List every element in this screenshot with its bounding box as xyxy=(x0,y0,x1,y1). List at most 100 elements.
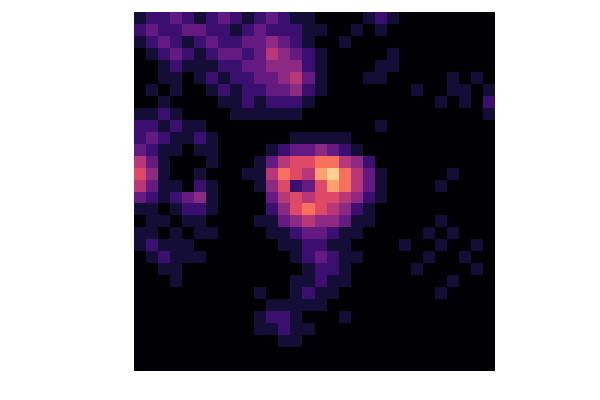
heatmap-cell xyxy=(327,299,340,311)
heatmap-cell xyxy=(363,60,376,72)
heatmap-cell xyxy=(182,263,195,275)
heatmap-cell xyxy=(158,311,171,323)
heatmap-cell xyxy=(399,12,412,24)
heatmap-cell xyxy=(218,311,231,323)
heatmap-cell xyxy=(302,263,315,275)
heatmap-cell xyxy=(363,156,376,168)
heatmap-cell xyxy=(182,347,195,359)
heatmap-cell xyxy=(290,84,303,96)
heatmap-cell xyxy=(447,203,460,215)
heatmap-cell xyxy=(351,347,364,359)
heatmap-cell xyxy=(266,215,279,227)
heatmap-cell xyxy=(158,335,171,347)
heatmap-cell xyxy=(254,335,267,347)
heatmap-cell xyxy=(254,287,267,299)
heatmap-cell xyxy=(206,48,219,60)
heatmap-cell xyxy=(206,108,219,120)
heatmap-cell xyxy=(435,311,448,323)
heatmap-cell xyxy=(423,251,436,263)
heatmap-cell xyxy=(242,12,255,24)
heatmap-cell xyxy=(242,72,255,84)
heatmap-cell xyxy=(206,239,219,251)
heatmap-cell xyxy=(399,36,412,48)
heatmap-cell xyxy=(134,84,147,96)
heatmap-cell xyxy=(327,36,340,48)
heatmap-cell xyxy=(242,156,255,168)
heatmap-cell xyxy=(218,24,231,36)
heatmap-cell xyxy=(218,60,231,72)
heatmap-cell xyxy=(327,120,340,132)
heatmap-cell xyxy=(339,84,352,96)
heatmap-cell xyxy=(254,227,267,239)
heatmap-cell xyxy=(218,132,231,144)
heatmap-cell xyxy=(339,168,352,180)
heatmap-cell xyxy=(134,323,147,335)
heatmap-cell xyxy=(351,299,364,311)
heatmap-cell xyxy=(170,203,183,215)
heatmap-cell xyxy=(170,36,183,48)
heatmap-cell xyxy=(435,227,448,239)
heatmap-cell xyxy=(411,359,424,371)
heatmap-cell xyxy=(339,239,352,251)
heatmap-cell xyxy=(435,287,448,299)
heatmap-cell xyxy=(327,215,340,227)
heatmap-cell xyxy=(290,227,303,239)
heatmap-cell xyxy=(435,60,448,72)
heatmap-cell xyxy=(254,323,267,335)
heatmap-cell xyxy=(471,275,484,287)
heatmap-cell xyxy=(278,72,291,84)
heatmap-cell xyxy=(435,108,448,120)
heatmap-cell xyxy=(278,275,291,287)
heatmap-cell xyxy=(387,48,400,60)
heatmap-cell xyxy=(363,359,376,371)
heatmap-cell xyxy=(459,287,472,299)
heatmap-cell xyxy=(351,275,364,287)
heatmap-cell xyxy=(194,323,207,335)
heatmap-cell xyxy=(483,311,495,323)
heatmap-cell xyxy=(206,180,219,192)
heatmap-cell xyxy=(399,168,412,180)
heatmap-cell xyxy=(483,335,495,347)
heatmap-cell xyxy=(483,263,495,275)
heatmap-cell xyxy=(206,144,219,156)
heatmap-cell xyxy=(206,251,219,263)
heatmap-cell xyxy=(242,359,255,371)
heatmap-cell xyxy=(206,287,219,299)
heatmap-cell xyxy=(206,215,219,227)
heatmap-cell xyxy=(339,132,352,144)
heatmap-cell xyxy=(363,203,376,215)
heatmap-cell xyxy=(423,168,436,180)
heatmap-cell xyxy=(302,84,315,96)
heatmap-cell xyxy=(483,156,495,168)
heatmap-cell xyxy=(302,203,315,215)
heatmap-cell xyxy=(134,168,147,180)
heatmap-cell xyxy=(399,72,412,84)
heatmap-cell xyxy=(194,24,207,36)
heatmap-cell xyxy=(447,251,460,263)
heatmap-cell xyxy=(447,156,460,168)
heatmap-cell xyxy=(459,263,472,275)
heatmap-cell xyxy=(375,287,388,299)
heatmap-cell xyxy=(146,263,159,275)
heatmap-cell xyxy=(411,36,424,48)
heatmap-cell xyxy=(218,144,231,156)
heatmap-cell xyxy=(182,359,195,371)
heatmap-cell xyxy=(146,359,159,371)
heatmap-cell xyxy=(423,132,436,144)
heatmap-cell xyxy=(483,180,495,192)
heatmap-cell xyxy=(170,227,183,239)
heatmap-cell xyxy=(278,192,291,204)
heatmap-cell xyxy=(447,275,460,287)
heatmap-cell xyxy=(435,120,448,132)
heatmap-cell xyxy=(387,263,400,275)
heatmap-cell xyxy=(435,359,448,371)
heatmap-cell xyxy=(170,323,183,335)
heatmap-cell xyxy=(459,227,472,239)
heatmap-cell xyxy=(266,108,279,120)
heatmap-cell xyxy=(158,108,171,120)
heatmap-cell xyxy=(399,239,412,251)
heatmap-cell xyxy=(315,275,328,287)
heatmap-cell xyxy=(423,24,436,36)
heatmap-cell xyxy=(315,144,328,156)
heatmap-cell xyxy=(399,275,412,287)
